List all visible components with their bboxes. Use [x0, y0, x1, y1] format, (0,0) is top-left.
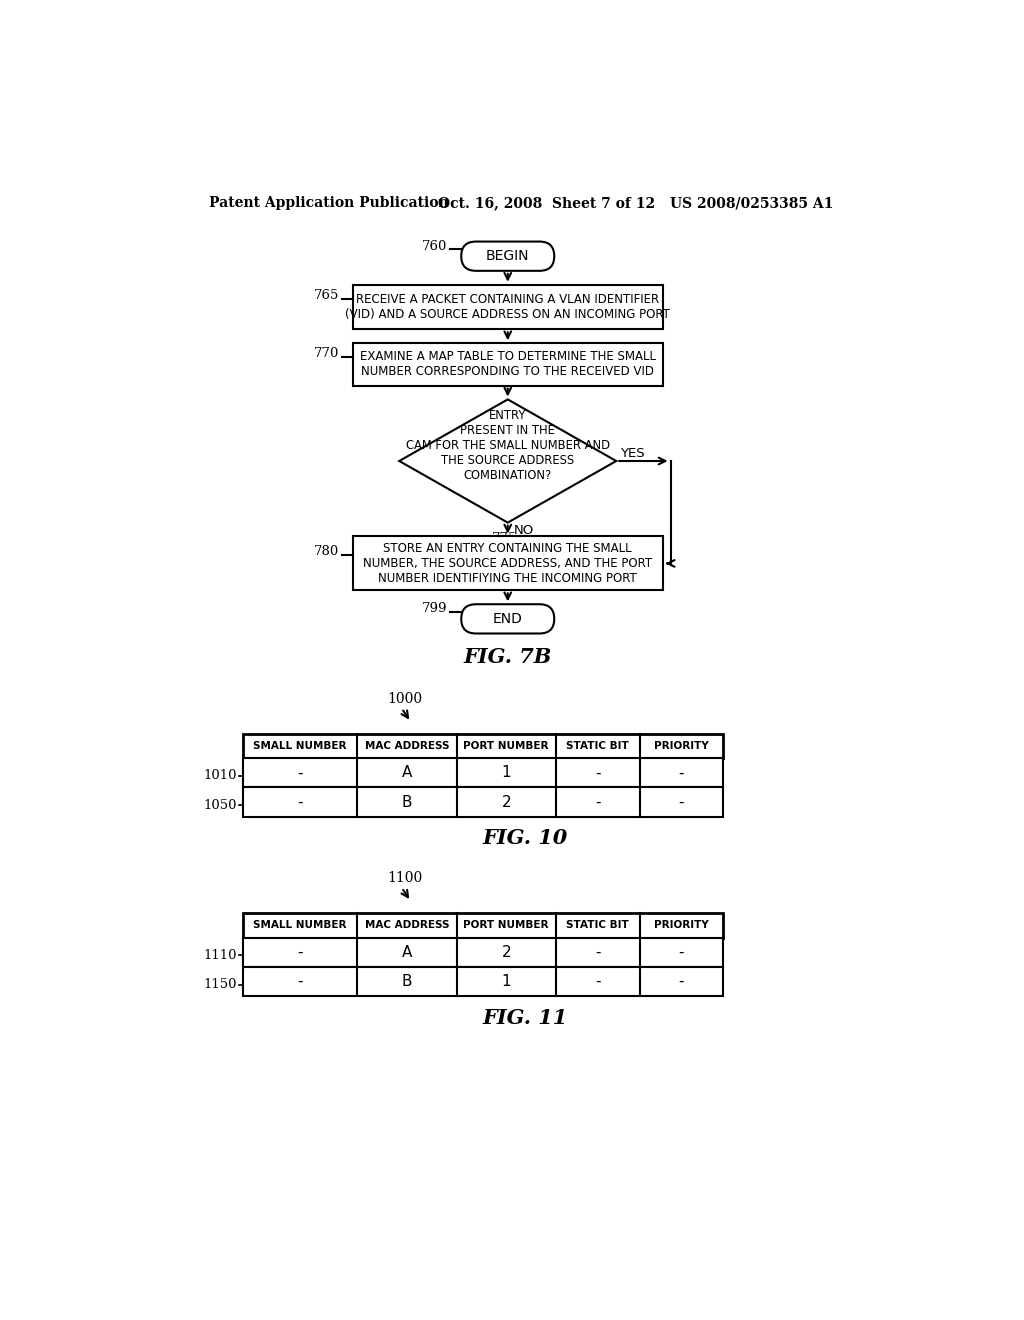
- Bar: [243, 734, 723, 758]
- Text: PORT NUMBER: PORT NUMBER: [464, 920, 549, 931]
- Text: 780: 780: [313, 545, 339, 558]
- Bar: [243, 966, 723, 997]
- Bar: [243, 788, 723, 817]
- Text: B: B: [401, 974, 413, 989]
- Text: BEGIN: BEGIN: [486, 249, 529, 263]
- Text: 1010: 1010: [203, 770, 237, 783]
- Text: -: -: [679, 795, 684, 809]
- Text: 765: 765: [313, 289, 339, 302]
- Text: STATIC BIT: STATIC BIT: [566, 741, 629, 751]
- FancyBboxPatch shape: [461, 242, 554, 271]
- Text: RECEIVE A PACKET CONTAINING A VLAN IDENTIFIER
(VID) AND A SOURCE ADDRESS ON AN I: RECEIVE A PACKET CONTAINING A VLAN IDENT…: [345, 293, 670, 321]
- Text: EXAMINE A MAP TABLE TO DETERMINE THE SMALL
NUMBER CORRESPONDING TO THE RECEIVED : EXAMINE A MAP TABLE TO DETERMINE THE SMA…: [359, 350, 655, 379]
- Text: Patent Application Publication: Patent Application Publication: [209, 197, 449, 210]
- Text: ENTRY
PRESENT IN THE
CAM FOR THE SMALL NUMBER AND
THE SOURCE ADDRESS
COMBINATION: ENTRY PRESENT IN THE CAM FOR THE SMALL N…: [406, 409, 609, 482]
- Text: FIG. 10: FIG. 10: [482, 829, 567, 849]
- Bar: [352, 285, 663, 330]
- Text: -: -: [595, 945, 600, 960]
- Bar: [352, 536, 663, 590]
- Text: -: -: [595, 974, 600, 989]
- Text: -: -: [679, 766, 684, 780]
- Text: A: A: [401, 766, 413, 780]
- Text: MAC ADDRESS: MAC ADDRESS: [365, 920, 450, 931]
- Text: PRIORITY: PRIORITY: [654, 920, 709, 931]
- Text: -: -: [679, 945, 684, 960]
- Text: 2: 2: [502, 795, 511, 809]
- Text: 799: 799: [422, 602, 447, 615]
- Text: -: -: [297, 766, 303, 780]
- Text: US 2008/0253385 A1: US 2008/0253385 A1: [671, 197, 834, 210]
- Text: -: -: [595, 766, 600, 780]
- Text: B: B: [401, 795, 413, 809]
- Bar: [243, 937, 723, 966]
- Text: -: -: [595, 795, 600, 809]
- Polygon shape: [399, 400, 616, 523]
- Text: -: -: [297, 945, 303, 960]
- Text: FIG. 7B: FIG. 7B: [464, 647, 552, 667]
- Text: 1050: 1050: [203, 799, 237, 812]
- Text: Oct. 16, 2008  Sheet 7 of 12: Oct. 16, 2008 Sheet 7 of 12: [438, 197, 655, 210]
- Text: 1000: 1000: [388, 692, 423, 706]
- FancyBboxPatch shape: [461, 605, 554, 634]
- Text: 1100: 1100: [388, 871, 423, 886]
- Text: 1150: 1150: [203, 978, 237, 991]
- Text: SMALL NUMBER: SMALL NUMBER: [253, 920, 347, 931]
- Text: STORE AN ENTRY CONTAINING THE SMALL
NUMBER, THE SOURCE ADDRESS, AND THE PORT
NUM: STORE AN ENTRY CONTAINING THE SMALL NUMB…: [364, 543, 652, 585]
- Text: SMALL NUMBER: SMALL NUMBER: [253, 741, 347, 751]
- Text: MAC ADDRESS: MAC ADDRESS: [365, 741, 450, 751]
- Text: A: A: [401, 945, 413, 960]
- Text: 760: 760: [422, 240, 447, 252]
- Text: 1: 1: [502, 766, 511, 780]
- Text: -: -: [297, 795, 303, 809]
- Bar: [243, 758, 723, 788]
- Bar: [352, 343, 663, 385]
- Text: END: END: [493, 612, 522, 626]
- Text: FIG. 11: FIG. 11: [482, 1007, 567, 1028]
- Text: PRIORITY: PRIORITY: [654, 741, 709, 751]
- Text: 1: 1: [502, 974, 511, 989]
- Text: STATIC BIT: STATIC BIT: [566, 920, 629, 931]
- Text: NO: NO: [514, 524, 535, 537]
- Text: 2: 2: [502, 945, 511, 960]
- Text: PORT NUMBER: PORT NUMBER: [464, 741, 549, 751]
- Text: 770: 770: [313, 347, 339, 360]
- Text: -: -: [297, 974, 303, 989]
- Bar: [243, 913, 723, 937]
- Text: -: -: [679, 974, 684, 989]
- Text: 775: 775: [493, 532, 517, 545]
- Text: 1110: 1110: [203, 949, 237, 962]
- Text: YES: YES: [621, 446, 645, 459]
